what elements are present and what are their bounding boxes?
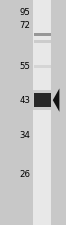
Bar bbox=[34, 93, 51, 108]
Text: 95: 95 bbox=[19, 8, 30, 17]
Text: 43: 43 bbox=[19, 96, 30, 105]
Bar bbox=[34, 33, 51, 36]
Text: 34: 34 bbox=[19, 130, 30, 140]
Bar bbox=[34, 65, 51, 68]
Bar bbox=[33, 90, 51, 110]
Bar bbox=[34, 40, 51, 43]
Bar bbox=[33, 0, 51, 225]
Text: 26: 26 bbox=[19, 170, 30, 179]
Text: 55: 55 bbox=[19, 62, 30, 71]
Text: 72: 72 bbox=[19, 21, 30, 30]
Polygon shape bbox=[53, 88, 59, 112]
